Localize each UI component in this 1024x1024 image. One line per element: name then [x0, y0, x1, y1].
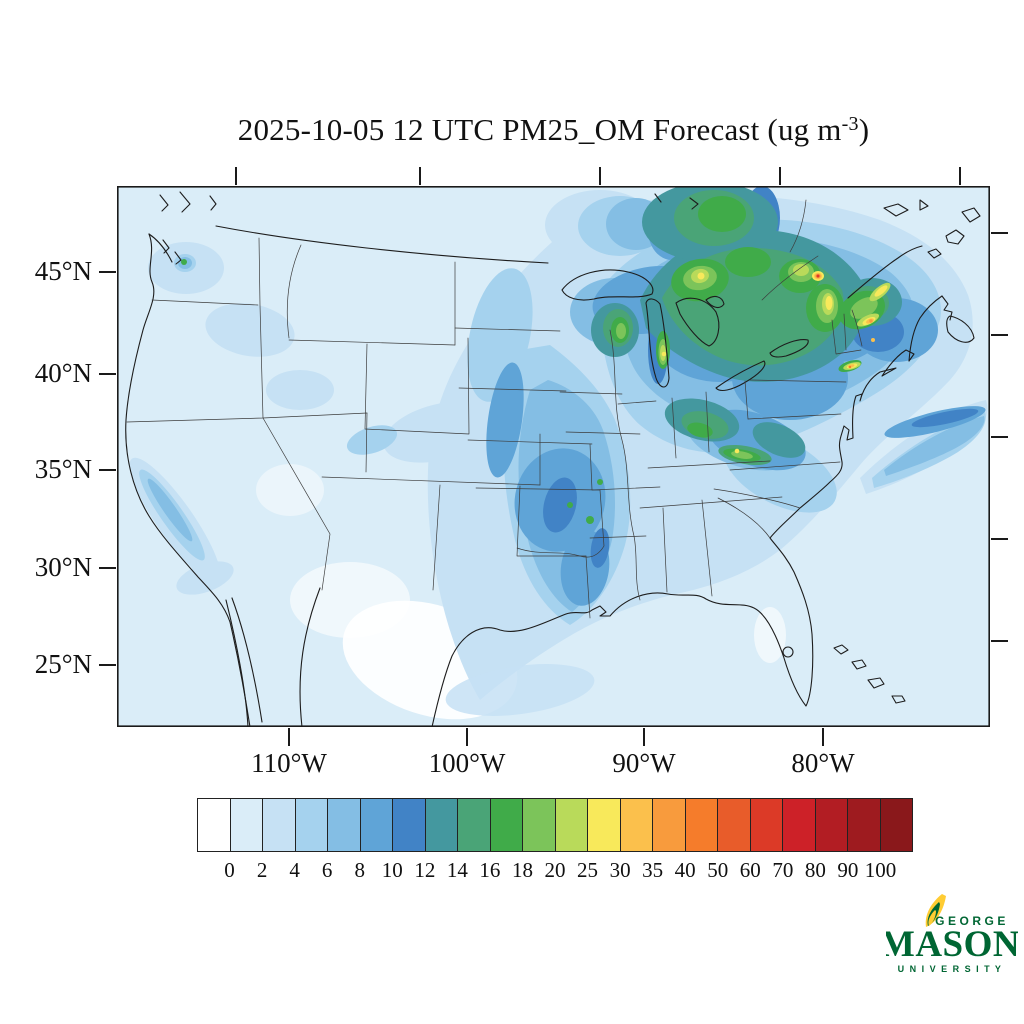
- lat-tick-left: [99, 567, 116, 569]
- lon-tick-top: [235, 167, 237, 185]
- colorbar-tick-label: 14: [446, 858, 468, 882]
- lon-tick-bottom: [822, 728, 824, 746]
- colorbar-tick-label: 0: [224, 858, 235, 882]
- colorbar-cell: [685, 799, 718, 851]
- colorbar-cell: [490, 799, 523, 851]
- gmu-university-text: U N I V E R S I T Y: [898, 964, 1003, 974]
- lat-tick-right: [991, 436, 1008, 438]
- colorbar-tick-label: 70: [772, 858, 794, 882]
- colorbar-cell: [458, 799, 491, 851]
- colorbar-cell: [588, 799, 621, 851]
- lon-tick-top: [959, 167, 961, 185]
- colorbar-cell: [295, 799, 328, 851]
- lat-tick-right: [991, 334, 1008, 336]
- title-text: 2025-10-05 12 UTC PM25_OM Forecast (ug m: [237, 112, 842, 147]
- colorbar-tick-label: 25: [577, 858, 599, 882]
- colorbar-tick-label: 60: [739, 858, 761, 882]
- colorbar-cell: [620, 799, 653, 851]
- colorbar-cell: [393, 799, 426, 851]
- colorbar-tick-label: 35: [642, 858, 664, 882]
- title-superscript: -3: [841, 113, 859, 135]
- colorbar-cell: [425, 799, 458, 851]
- lon-tick-bottom: [288, 728, 290, 746]
- colorbar-cell: [328, 799, 361, 851]
- colorbar-cell: [555, 799, 588, 851]
- lat-tick-right: [991, 640, 1008, 642]
- colorbar-tick-label: 10: [381, 858, 403, 882]
- lon-tick-bottom: [643, 728, 645, 746]
- colorbar-tick-label: 6: [321, 858, 333, 882]
- colorbar-cell: [360, 799, 393, 851]
- lat-tick-right: [991, 232, 1008, 234]
- contour-map: [117, 186, 990, 727]
- colorbar-tick-label: 12: [414, 858, 436, 882]
- map-panel: [117, 186, 990, 727]
- colorbar-tick-label: 50: [707, 858, 729, 882]
- colorbar-tick-label: 16: [479, 858, 501, 882]
- gmu-logo: GEORGE MASON U N I V E R S I T Y: [886, 894, 1018, 974]
- colorbar-cell: [848, 799, 881, 851]
- lat-label: 25°N: [34, 649, 92, 679]
- coastline-layer: [125, 191, 981, 727]
- title-close-paren: ): [858, 112, 870, 147]
- colorbar-tick-label: 100: [864, 858, 897, 882]
- colorbar-cell: [198, 799, 231, 851]
- lat-tick-left: [99, 664, 116, 666]
- lat-tick-left: [99, 469, 116, 471]
- lon-tick-top: [779, 167, 781, 185]
- colorbar-tick-label: 90: [837, 858, 859, 882]
- lat-label: 40°N: [34, 358, 92, 388]
- lon-tick-top: [419, 167, 421, 185]
- lat-tick-left: [99, 271, 116, 273]
- colorbar-cell: [815, 799, 848, 851]
- lat-label: 35°N: [34, 454, 92, 484]
- colorbar-cell: [523, 799, 556, 851]
- map-frame: [117, 186, 990, 727]
- colorbar-cell: [653, 799, 686, 851]
- colorbar-tick-label: 4: [289, 858, 300, 882]
- colorbar-tick-label: 20: [544, 858, 566, 882]
- gmu-flame-icon: [925, 894, 946, 927]
- figure-title: 2025-10-05 12 UTC PM25_OM Forecast (ug m…: [117, 112, 990, 148]
- colorbar-cell: [750, 799, 783, 851]
- lon-tick-bottom: [466, 728, 468, 746]
- colorbar-tick-label: 2: [256, 858, 268, 882]
- colorbar: [197, 798, 913, 852]
- colorbar-tick-label: 30: [609, 858, 631, 882]
- lon-label: 80°W: [791, 748, 855, 778]
- lat-tick-right: [991, 538, 1008, 540]
- colorbar-cell: [263, 799, 296, 851]
- colorbar-tick-label: 8: [354, 858, 365, 882]
- lon-tick-top: [599, 167, 601, 185]
- field-layer: [117, 186, 990, 727]
- colorbar-cell: [880, 799, 912, 851]
- colorbar-cell: [783, 799, 816, 851]
- colorbar-tick-label: 18: [511, 858, 533, 882]
- lat-tick-left: [99, 373, 116, 375]
- colorbar-cell: [718, 799, 751, 851]
- gmu-mason-text: MASON: [886, 924, 1018, 965]
- colorbar-tick-label: 80: [804, 858, 826, 882]
- state-borders-layer: [126, 199, 863, 619]
- lat-label: 45°N: [34, 256, 92, 286]
- colorbar-tick-label: 40: [674, 858, 696, 882]
- colorbar-cell: [230, 799, 263, 851]
- lon-label: 90°W: [612, 748, 676, 778]
- lon-label: 110°W: [251, 748, 327, 778]
- lon-label: 100°W: [428, 748, 506, 778]
- gmu-george-text: GEORGE: [935, 914, 1009, 928]
- lat-label: 30°N: [34, 552, 92, 582]
